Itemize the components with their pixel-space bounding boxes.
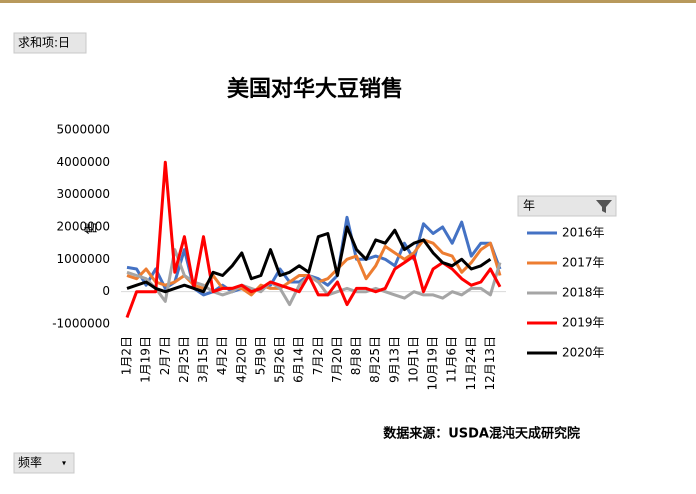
series-line <box>125 160 502 319</box>
x-tick-label: 1月2日 <box>120 336 134 375</box>
x-tick-label: 10月1日 <box>406 336 420 383</box>
y-tick-label: 5000000 <box>57 123 110 137</box>
y-tick-label: 1000000 <box>57 252 110 266</box>
legend-filter-button[interactable]: 年 <box>517 195 617 217</box>
series-line <box>126 248 502 307</box>
x-tick-label: 7月20日 <box>330 336 344 383</box>
x-tick-label: 12月13日 <box>483 336 497 391</box>
button-label: 频率 <box>18 455 42 470</box>
y-tick-label: 3000000 <box>57 187 110 201</box>
x-tick-label: 9月13日 <box>387 336 401 383</box>
y-tick-label: -1000000 <box>52 317 110 331</box>
x-tick-label: 6月14日 <box>292 336 306 383</box>
x-tick-label: 7月2日 <box>311 336 325 375</box>
x-tick-label: 2月7日 <box>158 336 172 375</box>
y-axis-label: 售 <box>84 221 100 234</box>
x-tick-label: 10月19日 <box>426 336 440 391</box>
legend-label: 2019年 <box>562 316 605 330</box>
source-note: 数据来源：USDA混沌天成研究院 <box>383 426 580 442</box>
legend-label: 2017年 <box>562 256 605 270</box>
button-label: 求和项:日 <box>18 36 70 50</box>
x-tick-label: 4月2日 <box>215 336 229 375</box>
x-tick-label: 11月6日 <box>445 336 459 383</box>
y-tick-label: 2000000 <box>57 220 110 234</box>
legend-label: 2016年 <box>562 226 605 240</box>
y-tick-label: 4000000 <box>57 155 110 169</box>
x-tick-label: 5月26日 <box>273 336 287 383</box>
button-bg <box>13 452 75 474</box>
x-tick-label: 8月8日 <box>349 336 363 375</box>
x-tick-label: 3月15日 <box>196 336 210 383</box>
filter-field-button[interactable]: 频率 ▾ <box>13 452 75 474</box>
dropdown-arrow: ▾ <box>62 459 66 468</box>
y-tick-label: 0 <box>102 284 110 298</box>
series-line <box>126 225 492 294</box>
legend-label: 2020年 <box>562 346 605 360</box>
x-tick-label: 2月25日 <box>177 336 191 383</box>
legend-label: 2018年 <box>562 286 605 300</box>
button-bg <box>517 195 617 217</box>
pivot-field-button[interactable]: 求和项:日 <box>13 32 87 54</box>
x-tick-label: 11月24日 <box>464 336 478 391</box>
legend-title: 年 <box>523 199 535 213</box>
button-bg <box>13 32 87 54</box>
x-tick-label: 5月9日 <box>253 336 267 375</box>
x-tick-label: 1月19日 <box>139 336 153 383</box>
x-tick-label: 8月25日 <box>368 336 382 383</box>
x-tick-label: 4月20日 <box>234 336 248 383</box>
filter-icon <box>596 200 612 213</box>
chart-title: 美国对华大豆销售 <box>227 76 403 102</box>
